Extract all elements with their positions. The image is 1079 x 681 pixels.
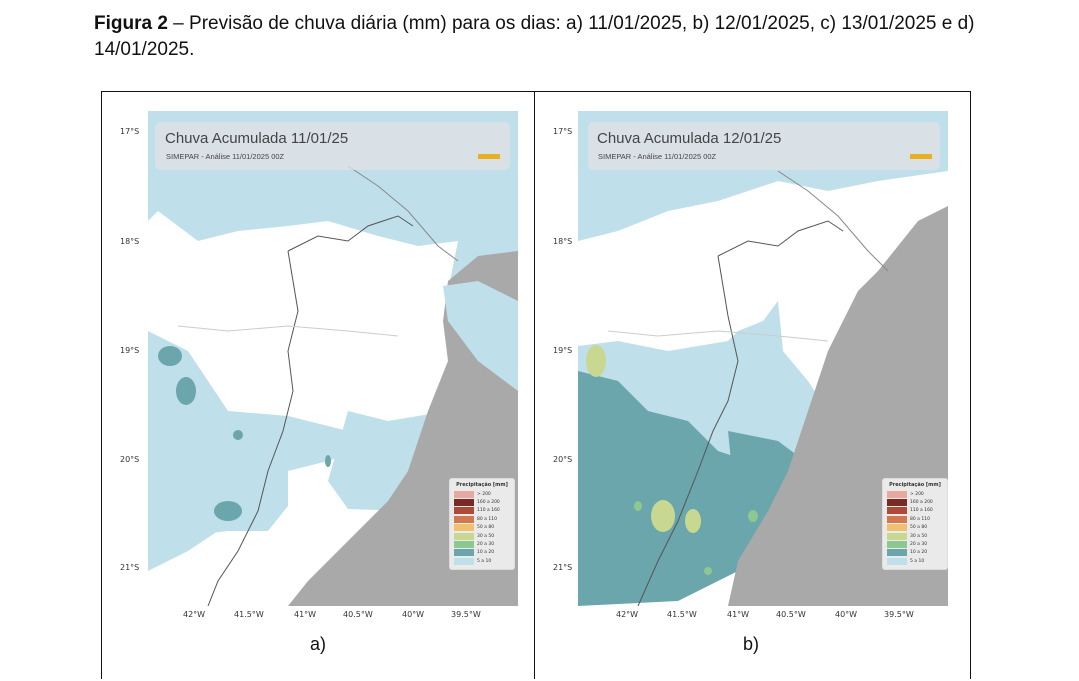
lon-tick: 40°W bbox=[402, 610, 425, 619]
legend-title: Precipitação [mm] bbox=[889, 482, 941, 488]
legend-label: > 200 bbox=[910, 491, 924, 497]
legend-label: 160 a 200 bbox=[477, 500, 500, 506]
simepar-logo-icon bbox=[478, 154, 500, 159]
legend-row: > 200 bbox=[454, 490, 510, 498]
frame-middle bbox=[534, 91, 535, 679]
lon-tick: 42°W bbox=[616, 610, 639, 619]
legend-label: 80 a 110 bbox=[477, 516, 497, 522]
legend-title: Precipitação [mm] bbox=[456, 482, 508, 488]
legend-row: 30 a 50 bbox=[887, 532, 943, 540]
legend-label: 10 a 20 bbox=[910, 550, 928, 556]
lon-tick: 41.5°W bbox=[667, 610, 697, 619]
legend-row: 10 a 20 bbox=[887, 549, 943, 557]
legend-row: 5 a 10 bbox=[454, 557, 510, 565]
legend-row: 160 a 200 bbox=[454, 498, 510, 507]
panel-a-title-box bbox=[155, 122, 510, 170]
lon-tick: 40°W bbox=[835, 610, 858, 619]
legend-row: > 200 bbox=[887, 490, 943, 498]
legend-row: 110 a 160 bbox=[454, 507, 510, 515]
legend-label: 110 a 160 bbox=[910, 508, 933, 514]
lat-tick: 17°S bbox=[553, 127, 573, 136]
legend-label: > 200 bbox=[477, 491, 491, 497]
frame-left bbox=[101, 91, 102, 679]
legend-panel-b: Precipitação [mm] > 200 160 a 200 110 a … bbox=[882, 478, 948, 570]
legend-label: 50 a 80 bbox=[910, 525, 928, 531]
legend-row: 20 a 30 bbox=[887, 540, 943, 549]
panel-a-subtitle: SIMEPAR - Análise 11/01/2025 00Z bbox=[166, 152, 285, 161]
legend-label: 30 a 50 bbox=[910, 533, 928, 539]
lon-tick: 39.5°W bbox=[884, 610, 914, 619]
lat-tick: 19°S bbox=[553, 346, 573, 355]
legend-row: 80 a 110 bbox=[454, 515, 510, 523]
legend-row: 20 a 30 bbox=[454, 540, 510, 549]
legend-label: 160 a 200 bbox=[910, 500, 933, 506]
lon-tick: 41.5°W bbox=[234, 610, 264, 619]
lat-tick: 20°S bbox=[120, 455, 140, 464]
legend-label: 50 a 80 bbox=[477, 525, 495, 531]
caption-text: – Previsão de chuva diária (mm) para os … bbox=[94, 13, 975, 60]
panel-b-title-box bbox=[588, 122, 940, 170]
lat-tick: 20°S bbox=[553, 455, 573, 464]
legend-label: 10 a 20 bbox=[477, 550, 495, 556]
lat-tick: 18°S bbox=[120, 237, 140, 246]
frame-top bbox=[101, 91, 971, 92]
figure-caption: Figura 2 – Previsão de chuva diária (mm)… bbox=[94, 11, 1024, 63]
legend-label: 20 a 30 bbox=[477, 542, 495, 548]
lat-tick: 19°S bbox=[120, 346, 140, 355]
legend-row: 5 a 10 bbox=[887, 557, 943, 565]
legend-label: 80 a 110 bbox=[910, 516, 930, 522]
lat-tick: 17°S bbox=[120, 127, 140, 136]
simepar-logo-icon bbox=[910, 154, 932, 159]
lon-tick: 39.5°W bbox=[451, 610, 481, 619]
panel-b-label: b) bbox=[743, 634, 760, 654]
legend-row: 50 a 80 bbox=[887, 524, 943, 532]
map-panel-a bbox=[148, 111, 518, 606]
legend-label: 5 a 10 bbox=[477, 558, 492, 564]
legend-label: 110 a 160 bbox=[477, 508, 500, 514]
legend-row: 110 a 160 bbox=[887, 507, 943, 515]
legend-label: 20 a 30 bbox=[910, 542, 928, 548]
frame-right bbox=[970, 91, 971, 679]
legend-panel-a: Precipitação [mm] > 200 160 a 200 110 a … bbox=[449, 478, 515, 570]
lat-tick: 21°S bbox=[553, 563, 573, 572]
lon-tick: 41°W bbox=[727, 610, 750, 619]
caption-bold: Figura 2 bbox=[94, 13, 168, 34]
legend-row: 30 a 50 bbox=[454, 532, 510, 540]
lon-tick: 40.5°W bbox=[776, 610, 806, 619]
lat-tick: 18°S bbox=[553, 237, 573, 246]
legend-row: 80 a 110 bbox=[887, 515, 943, 523]
legend-row: 10 a 20 bbox=[454, 549, 510, 557]
legend-row: 50 a 80 bbox=[454, 524, 510, 532]
legend-row: 160 a 200 bbox=[887, 498, 943, 507]
panel-b-subtitle: SIMEPAR - Análise 11/01/2025 00Z bbox=[598, 152, 717, 161]
lon-tick: 40.5°W bbox=[343, 610, 373, 619]
legend-label: 30 a 50 bbox=[477, 533, 495, 539]
panel-a-label: a) bbox=[310, 634, 327, 654]
panel-a-title: Chuva Acumulada 11/01/25 bbox=[165, 130, 349, 147]
lat-tick: 21°S bbox=[120, 563, 140, 572]
lon-tick: 42°W bbox=[183, 610, 206, 619]
panel-b-title: Chuva Acumulada 12/01/25 bbox=[597, 130, 782, 147]
lon-tick: 41°W bbox=[294, 610, 317, 619]
legend-label: 5 a 10 bbox=[910, 558, 925, 564]
